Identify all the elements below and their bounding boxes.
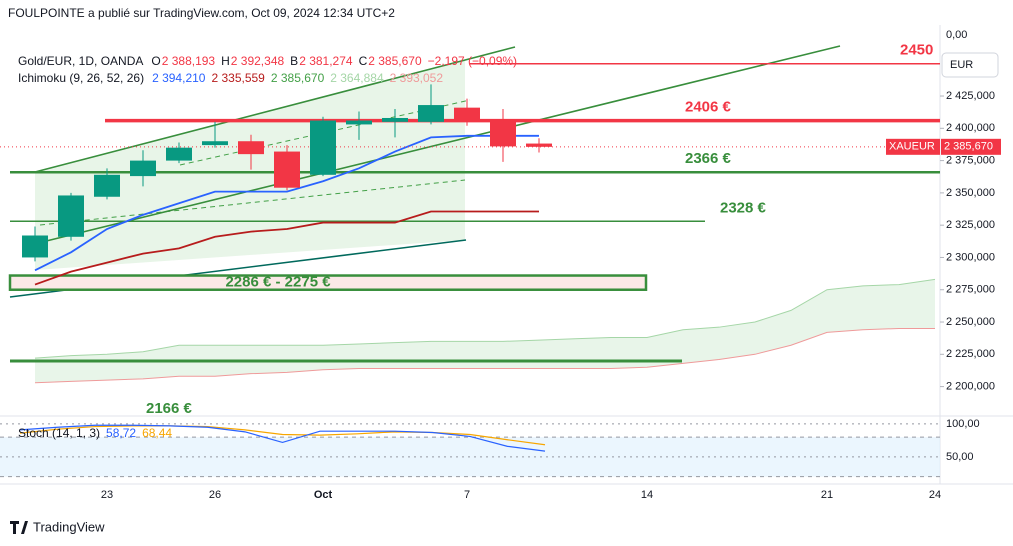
trend-line (29, 45, 841, 246)
footer: TradingView (33, 519, 105, 534)
x-tick-label: 14 (641, 489, 653, 501)
level-label: 2450 (900, 42, 933, 59)
candle-body (346, 120, 372, 125)
legend-text: 2 385,670 (368, 54, 422, 68)
y-tick-label: 2 275,000 (946, 284, 995, 296)
candle-body (526, 143, 552, 147)
level-label: 2366 € (685, 150, 732, 167)
legend-text: 2 393,052 (390, 71, 444, 85)
x-tick-label: Oct (314, 489, 333, 501)
x-tick-label: 26 (209, 489, 221, 501)
legend-text: H (221, 54, 230, 68)
stoch-line (19, 424, 546, 452)
cloud-fill (35, 279, 935, 383)
legend-text: O (151, 54, 160, 68)
level-label: 2328 € (720, 199, 767, 216)
y-tick-label: 2 225,000 (946, 348, 995, 360)
legend-text: 2 381,274 (299, 54, 353, 68)
indicator-line (34, 134, 539, 272)
indicator-line (34, 278, 936, 359)
logo-mark (10, 521, 28, 534)
candle-body (166, 147, 192, 161)
legend-text: Gold/EUR, 1D, OANDA (18, 54, 143, 68)
y-tick-label: 2 200,000 (946, 380, 995, 392)
candle-body (238, 141, 264, 155)
legend-text: 2 388,193 (162, 54, 216, 68)
axis-top-label: 0,00 (946, 29, 967, 41)
y-tick-label: 2 400,000 (946, 122, 995, 134)
legend-text: 2 364,884 (330, 71, 384, 85)
legend-text: 2 394,210 (152, 71, 206, 85)
currency-button[interactable] (941, 52, 999, 78)
legend-text: 2 335,559 (211, 71, 265, 85)
y-tick-label: 2 250,000 (946, 316, 995, 328)
candle-body (454, 107, 480, 122)
range-label: 2286 € - 2275 € (225, 274, 331, 291)
price-tag-price: 2 385,670 (944, 141, 993, 153)
logo: TradingView (10, 519, 105, 534)
candle-body (490, 120, 516, 147)
candle-body (418, 105, 444, 122)
level-label: 2406 € (685, 99, 732, 116)
stoch-tick-label: 50,00 (946, 451, 974, 463)
legend-text: 2 385,670 (271, 71, 325, 85)
currency[interactable]: EUR (950, 59, 973, 71)
y-tick-label: 2 325,000 (946, 219, 995, 231)
indicator-line (34, 210, 539, 286)
range-box (8, 274, 648, 291)
stoch-line (19, 425, 546, 446)
y-tick-label: 2 425,000 (946, 90, 995, 102)
y-tick-label: 2 350,000 (946, 187, 995, 199)
price-tag-symbol: XAUEUR (889, 141, 935, 153)
x-tick-label: 21 (821, 489, 833, 501)
x-tick-label: 7 (464, 489, 470, 501)
candle-body (94, 174, 120, 197)
legend-text: C (359, 54, 368, 68)
candle-body (22, 235, 48, 258)
y-tick-label: 2 300,000 (946, 251, 995, 263)
stoch-d-label: 68,44 (142, 426, 172, 440)
stoch-tick-label: 100,00 (946, 418, 980, 430)
candle-body (382, 117, 408, 122)
legend-text: Ichimoku (9, 26, 52, 26) (18, 71, 144, 85)
candle-body (310, 120, 336, 175)
legend-text: B (290, 54, 298, 68)
stoch-k-label: 58,72 (106, 426, 136, 440)
candle-body (202, 141, 228, 146)
annotation: 2166 € (146, 400, 193, 417)
indicator-line (34, 327, 935, 384)
legend-text: −2,197 (−0,09%) (428, 54, 517, 68)
y-tick-label: 2 375,000 (946, 155, 995, 167)
stoch-label: Stoch (14, 1, 3) (18, 426, 100, 440)
trend-line (34, 46, 516, 173)
price-tag-bg (886, 138, 940, 155)
candle-body (58, 195, 84, 237)
x-tick-label: 23 (101, 489, 113, 501)
price-tag-bg (941, 138, 1001, 155)
header: FOULPOINTE a publié sur TradingView.com,… (8, 6, 395, 20)
candle-body (274, 151, 300, 188)
candle-body (130, 160, 156, 177)
x-tick-label: 24 (929, 489, 941, 501)
legend-text: 2 392,348 (231, 54, 285, 68)
